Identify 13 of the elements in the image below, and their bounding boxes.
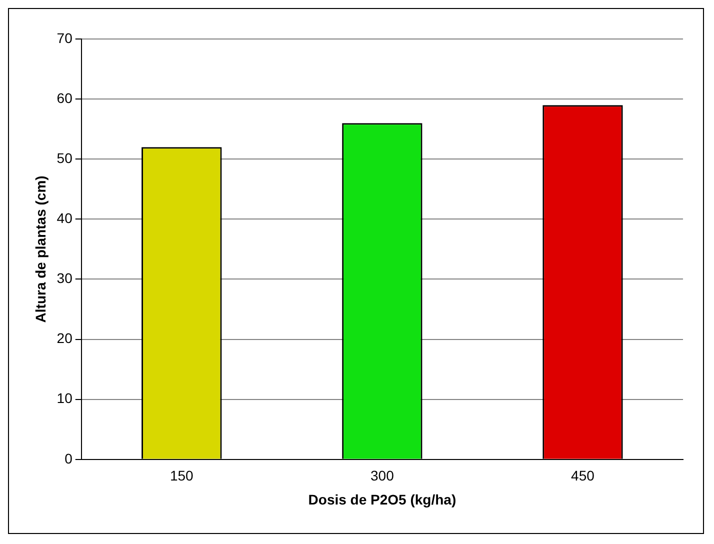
y-tick-label: 70	[56, 30, 73, 46]
x-tick-label: 150	[170, 468, 194, 484]
y-tick-label: 20	[56, 330, 73, 346]
y-tick-label: 60	[56, 90, 73, 106]
y-tick-label: 0	[64, 450, 73, 466]
x-tick-label: 300	[370, 468, 394, 484]
x-tick-label: 450	[571, 468, 595, 484]
y-tick-label: 40	[56, 210, 73, 226]
y-tick-label: 30	[56, 270, 73, 286]
x-axis-title: Dosis de P2O5 (kg/ha)	[308, 491, 456, 508]
y-axis-title: Altura de plantas (cm)	[32, 176, 48, 323]
y-tick-label: 10	[56, 390, 73, 406]
y-tick-label: 50	[56, 150, 73, 166]
